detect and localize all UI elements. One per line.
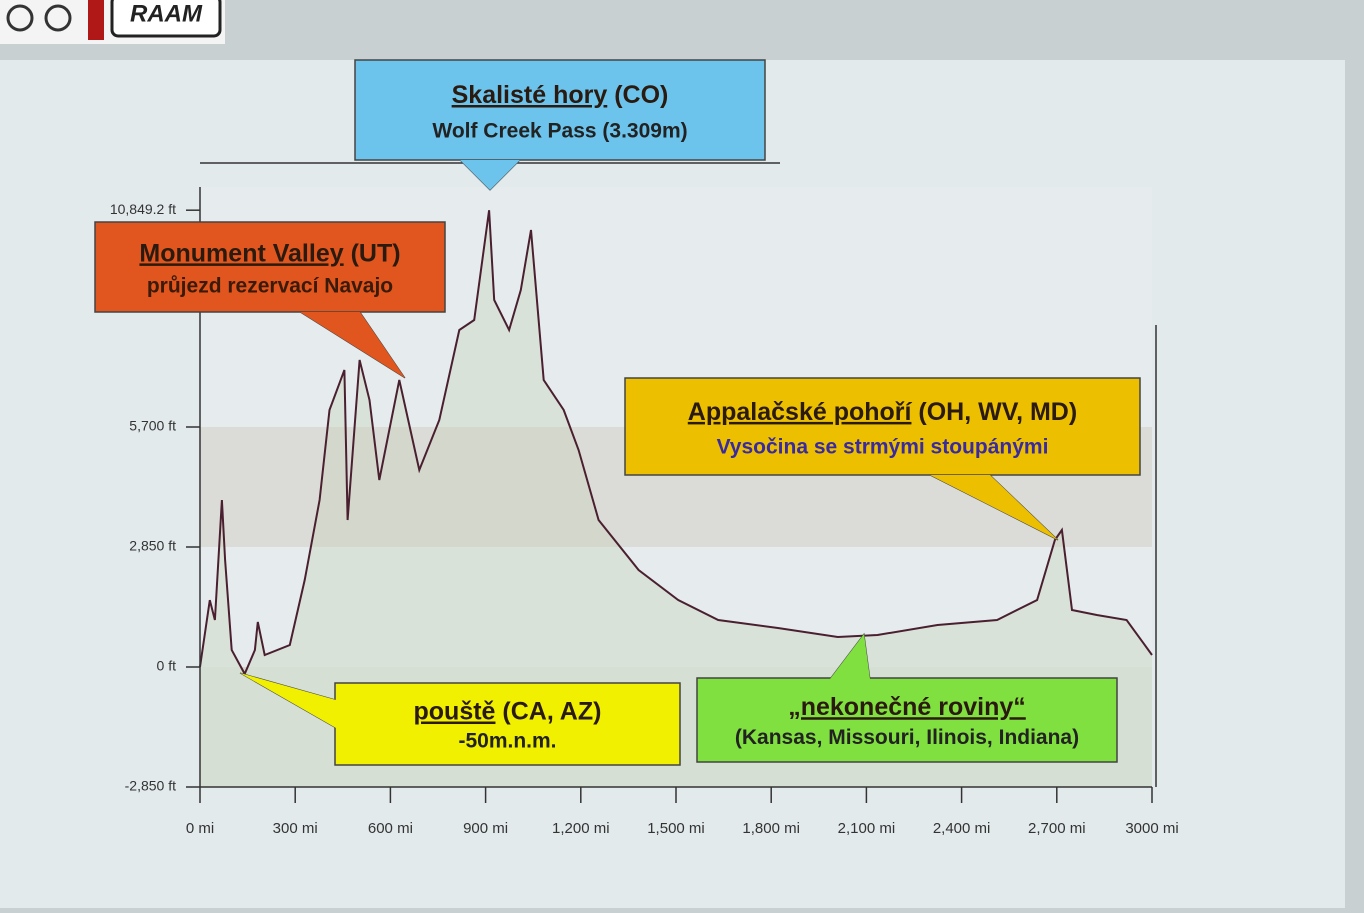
callout-heading: Appalačské pohoří (OH, WV, MD) <box>688 398 1077 426</box>
logo-wheel <box>44 4 72 32</box>
callout-heading: pouště (CA, AZ) <box>414 697 602 725</box>
callout-heading: Skalisté hory (CO) <box>452 81 669 109</box>
callout-heading-underlined: Appalačské pohoří <box>688 398 913 426</box>
callout-heading-rest: (CO) <box>607 81 668 109</box>
callout-box <box>94 221 446 313</box>
y-tick-label: 0 ft <box>157 658 177 674</box>
x-tick-label: 1,500 mi <box>647 820 705 837</box>
plot: -2,850 ft 0 ft 2,850 ft 5,700 ft 10,849.2 ft… <box>94 59 1179 837</box>
callout-text: Vysočina se strmými stoupánými <box>717 435 1049 458</box>
x-tick-label: 2,100 mi <box>838 820 896 837</box>
elevation-area <box>200 210 1152 787</box>
logo-wheel <box>6 4 34 32</box>
callout-pointer-cover <box>240 673 336 728</box>
x-tick-label: 2,400 mi <box>933 820 991 837</box>
callout-heading: „nekonečné roviny“ <box>788 693 1026 721</box>
x-tick-label: 3000 mi <box>1125 820 1178 837</box>
x-tick-label: 600 mi <box>368 820 413 837</box>
callout-pointer-cover <box>830 634 870 679</box>
logo-stripe <box>88 0 104 40</box>
x-tick-label: 2,700 mi <box>1028 820 1086 837</box>
callout-text: -50m.n.m. <box>458 730 556 753</box>
callout-pointer-cover <box>460 160 520 190</box>
y-tick-label: 10,849.2 ft <box>110 201 176 217</box>
y-tick-label: -2,850 ft <box>125 778 176 794</box>
callout-heading-rest: (CA, AZ) <box>495 697 601 725</box>
callout-box <box>696 677 1118 763</box>
callout-text: (Kansas, Missouri, Ilinois, Indiana) <box>735 726 1079 749</box>
callout-heading-underlined: pouště <box>414 697 496 725</box>
callout-pointer-cover <box>930 475 1058 540</box>
logo-text: RAAM <box>130 0 203 27</box>
callout-heading: Monument Valley (UT) <box>139 239 400 267</box>
y-tick-label: 2,850 ft <box>129 538 176 554</box>
x-tick-label: 900 mi <box>463 820 508 837</box>
callout-heading-rest: (OH, WV, MD) <box>911 398 1077 426</box>
callout-heading-underlined: Skalisté hory <box>452 81 608 109</box>
callout-heading-rest: (UT) <box>344 239 401 267</box>
callout-heading-underlined: „nekonečné roviny“ <box>788 693 1026 721</box>
callout-box <box>354 59 766 161</box>
callout-text: Wolf Creek Pass (3.309m) <box>432 120 687 143</box>
elevation-line <box>199 210 1153 677</box>
callout-text: průjezd rezervací Navajo <box>147 274 393 297</box>
x-tick-label: 1,800 mi <box>742 820 800 837</box>
y-tick-label: 5,700 ft <box>129 418 176 434</box>
x-tick-label: 0 mi <box>186 820 214 837</box>
x-tick-label: 300 mi <box>273 820 318 837</box>
callout-pointer-cover <box>300 312 405 378</box>
callout-heading-underlined: Monument Valley <box>139 239 343 267</box>
callout-box <box>334 682 681 766</box>
x-tick-label: 1,200 mi <box>552 820 610 837</box>
callout-box <box>624 377 1141 476</box>
logo-frame <box>110 0 222 38</box>
